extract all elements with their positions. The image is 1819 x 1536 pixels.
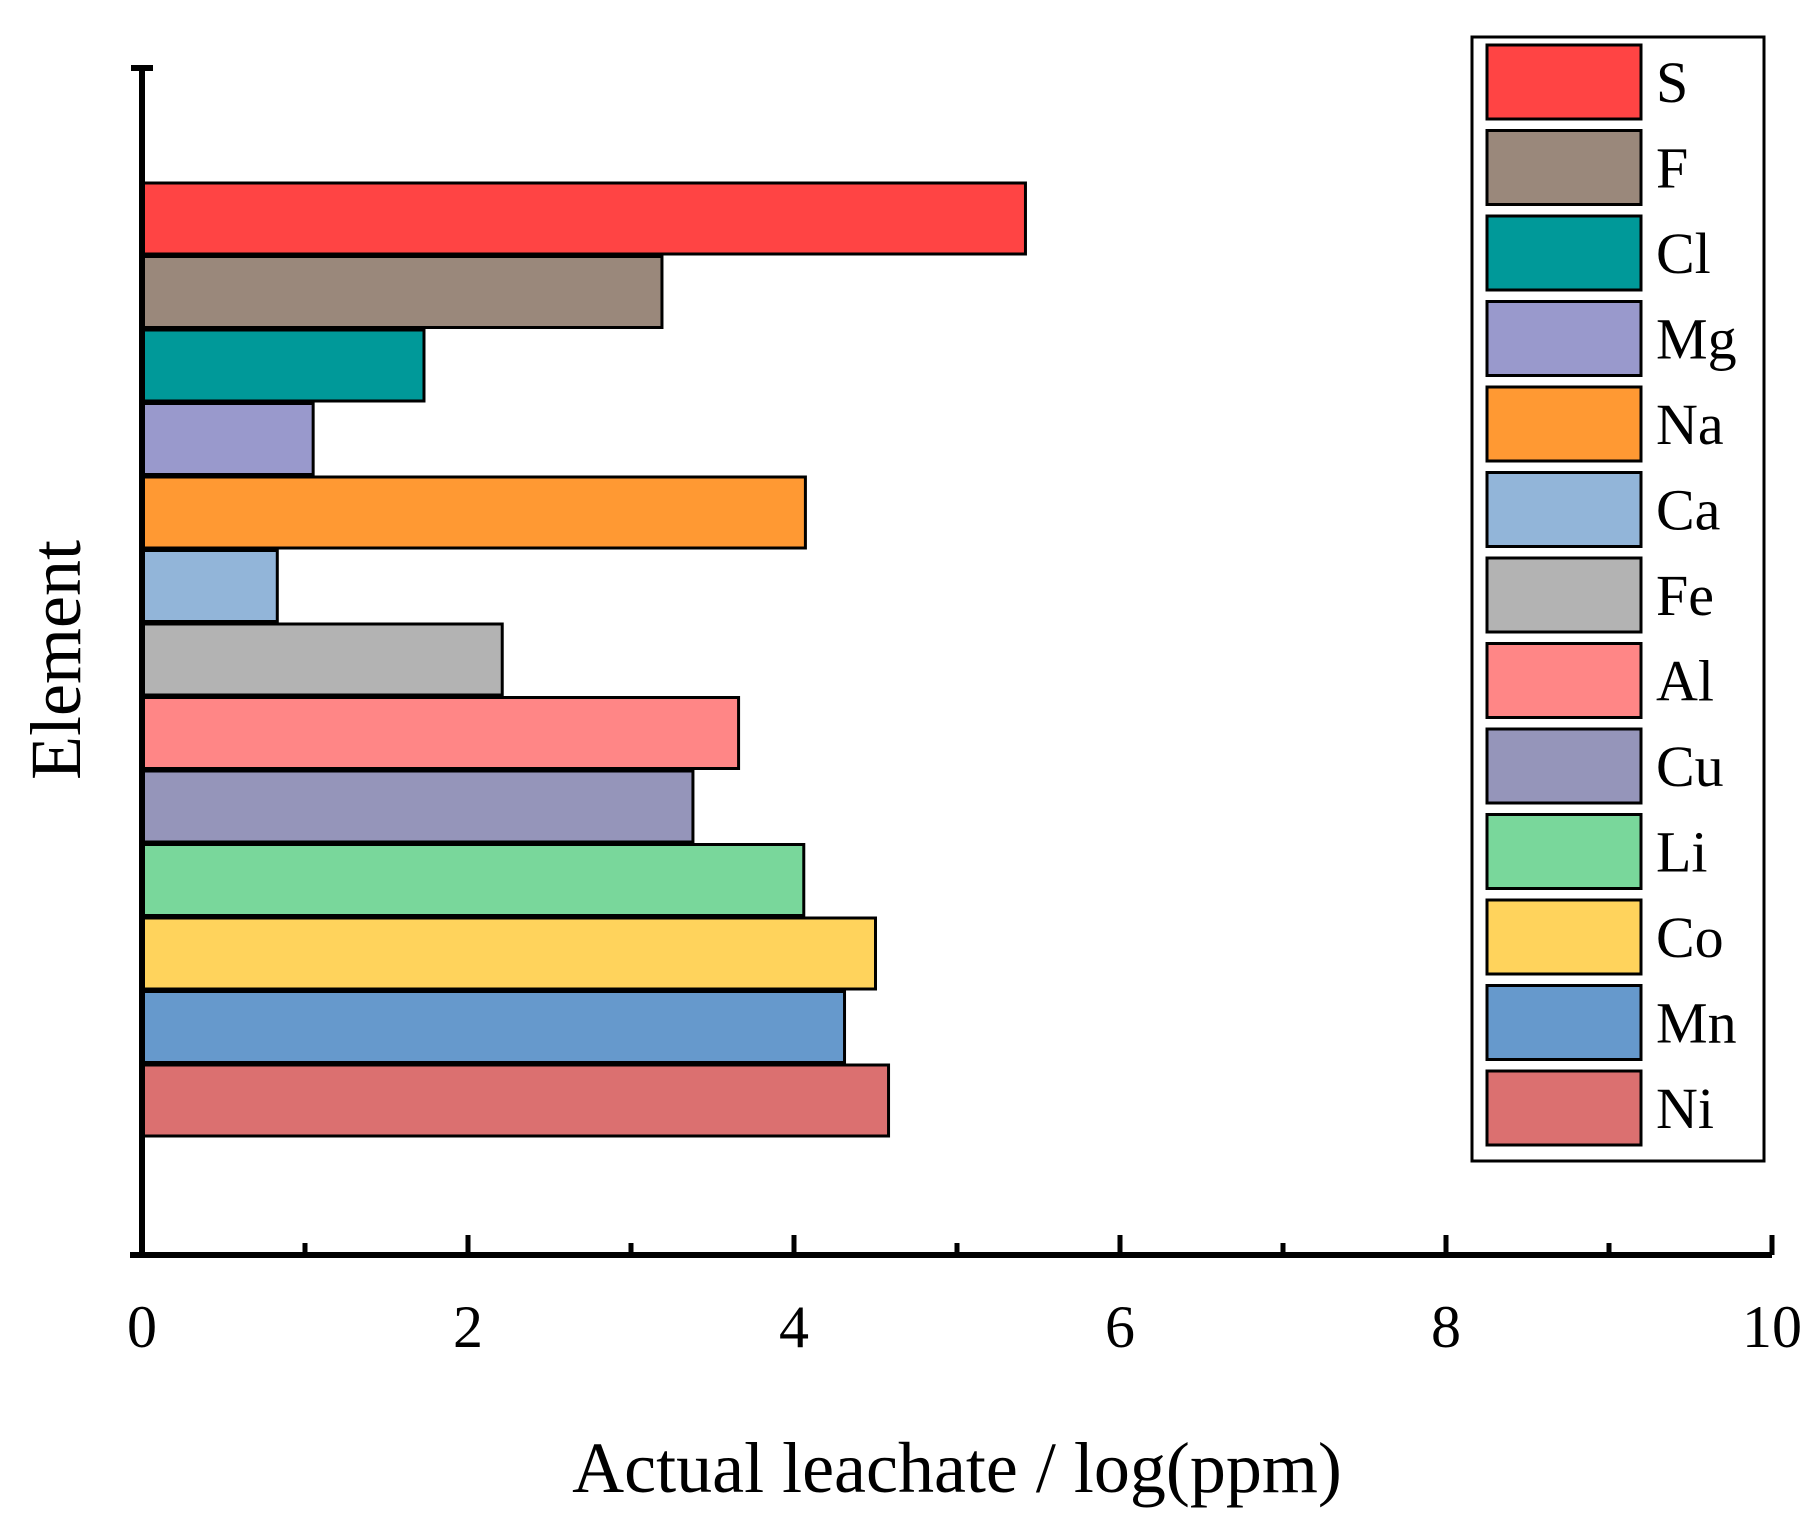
x-tick-label-2: 2 — [453, 1294, 483, 1360]
legend-swatch-s — [1485, 43, 1643, 121]
legend-label-s: S — [1656, 50, 1688, 115]
x-axis-title: Actual leachate / log(ppm) — [572, 1428, 1342, 1508]
x-tick-label-8: 8 — [1431, 1294, 1461, 1360]
legend-label-cu: Cu — [1656, 734, 1724, 799]
legend-label-cl: Cl — [1656, 221, 1711, 286]
legend-swatch-mg — [1485, 300, 1643, 377]
legend-swatch-mn — [1485, 984, 1643, 1061]
bar-f — [140, 255, 664, 329]
legend-swatch-cu — [1485, 727, 1643, 805]
legend-label-ca: Ca — [1656, 478, 1720, 543]
legend-label-ni: Ni — [1656, 1076, 1714, 1141]
bar-li — [140, 843, 806, 917]
bar-fe — [140, 622, 504, 697]
y-axis-title: Element — [16, 540, 96, 780]
legend-label-al: Al — [1656, 649, 1714, 714]
bar-cl — [140, 328, 426, 403]
bars-group — [140, 181, 1027, 1138]
legend-label-mg: Mg — [1656, 307, 1737, 372]
legend-swatch-ca — [1485, 471, 1643, 548]
x-ticks-group: 0 2 4 6 8 10 — [127, 1235, 1802, 1360]
bar-cu — [140, 769, 695, 844]
bar-al — [140, 696, 741, 770]
bar-mn — [140, 990, 847, 1064]
legend-label-na: Na — [1656, 392, 1724, 457]
legend-swatch-fe — [1485, 556, 1643, 634]
legend-swatch-na — [1485, 385, 1643, 463]
legend-swatch-al — [1485, 642, 1643, 719]
legend-label-fe: Fe — [1656, 563, 1714, 628]
x-tick-label-10: 10 — [1742, 1294, 1802, 1360]
bar-mg — [140, 402, 315, 476]
legend-label-mn: Mn — [1656, 991, 1737, 1056]
x-tick-label-4: 4 — [779, 1294, 809, 1360]
bar-s — [140, 181, 1027, 256]
bar-co — [140, 916, 877, 991]
axes-group — [130, 65, 1772, 1258]
legend-label-li: Li — [1656, 820, 1708, 885]
legend-label-co: Co — [1656, 905, 1724, 970]
bar-ca — [140, 549, 279, 623]
legend-swatch-li — [1485, 813, 1643, 890]
legend-swatch-cl — [1485, 214, 1643, 292]
legend-swatch-f — [1485, 129, 1643, 206]
legend-swatch-ni — [1485, 1069, 1643, 1147]
x-tick-label-0: 0 — [127, 1294, 157, 1360]
bar-ni — [140, 1063, 891, 1138]
legend-swatch-co — [1485, 898, 1643, 976]
legend-label-f: F — [1656, 136, 1688, 201]
bar-na — [140, 475, 807, 550]
legend: SF Cl Mg Na Ca Fe Al Cu Li Co Mn Ni — [1470, 35, 1766, 1163]
x-tick-label-6: 6 — [1105, 1294, 1135, 1360]
